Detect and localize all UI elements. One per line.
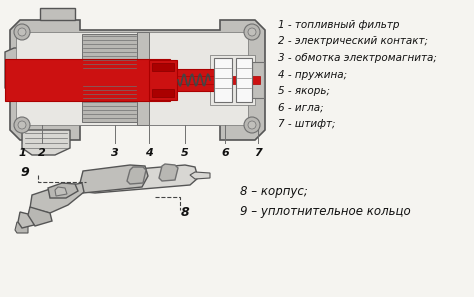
Polygon shape	[127, 167, 146, 184]
Text: 4: 4	[145, 148, 153, 158]
Polygon shape	[22, 130, 70, 155]
Polygon shape	[48, 183, 78, 198]
Bar	[82, 34, 137, 72]
Bar	[236, 58, 252, 102]
Circle shape	[248, 121, 256, 129]
Bar	[5, 59, 170, 101]
Circle shape	[18, 121, 26, 129]
Circle shape	[18, 28, 26, 36]
Polygon shape	[85, 165, 198, 193]
Text: 8: 8	[181, 206, 190, 219]
Polygon shape	[5, 48, 25, 92]
Polygon shape	[55, 187, 67, 196]
Circle shape	[244, 24, 260, 40]
Bar	[252, 62, 264, 98]
Text: 6: 6	[221, 148, 229, 158]
Circle shape	[14, 24, 30, 40]
Bar	[214, 58, 232, 102]
Text: 2 - электрический контакт;: 2 - электрический контакт;	[278, 37, 428, 47]
Text: 1: 1	[18, 148, 26, 158]
Text: 1 - топливный фильтр: 1 - топливный фильтр	[278, 20, 400, 30]
Bar	[137, 32, 149, 125]
Text: 9: 9	[21, 167, 29, 179]
Polygon shape	[30, 183, 84, 213]
Text: 5 - якорь;: 5 - якорь;	[278, 86, 330, 96]
Polygon shape	[190, 172, 210, 179]
Text: 9 – уплотнительное кольцо: 9 – уплотнительное кольцо	[240, 205, 411, 218]
Text: 6 - игла;: 6 - игла;	[278, 102, 324, 113]
Text: 2: 2	[38, 148, 46, 158]
Text: 3: 3	[111, 148, 119, 158]
Text: 5: 5	[181, 148, 189, 158]
Polygon shape	[15, 222, 28, 233]
Circle shape	[244, 117, 260, 133]
Polygon shape	[159, 164, 178, 181]
Text: 8 – корпус;: 8 – корпус;	[240, 185, 308, 198]
Bar	[210, 55, 255, 105]
Polygon shape	[80, 165, 148, 193]
Polygon shape	[18, 212, 34, 228]
Bar	[152, 89, 174, 97]
Text: 7 - штифт;: 7 - штифт;	[278, 119, 336, 129]
Polygon shape	[10, 20, 265, 140]
Text: 4 - пружина;: 4 - пружина;	[278, 69, 347, 80]
Text: 7: 7	[254, 148, 262, 158]
Bar	[82, 84, 137, 122]
Circle shape	[248, 28, 256, 36]
Bar	[16, 32, 248, 125]
Circle shape	[14, 117, 30, 133]
Polygon shape	[40, 8, 75, 20]
Bar	[170, 76, 260, 84]
Bar	[165, 69, 230, 91]
Text: 3 - обмотка электромагнита;: 3 - обмотка электромагнита;	[278, 53, 437, 63]
Bar	[152, 63, 174, 71]
Polygon shape	[28, 207, 52, 226]
Bar	[149, 60, 177, 100]
